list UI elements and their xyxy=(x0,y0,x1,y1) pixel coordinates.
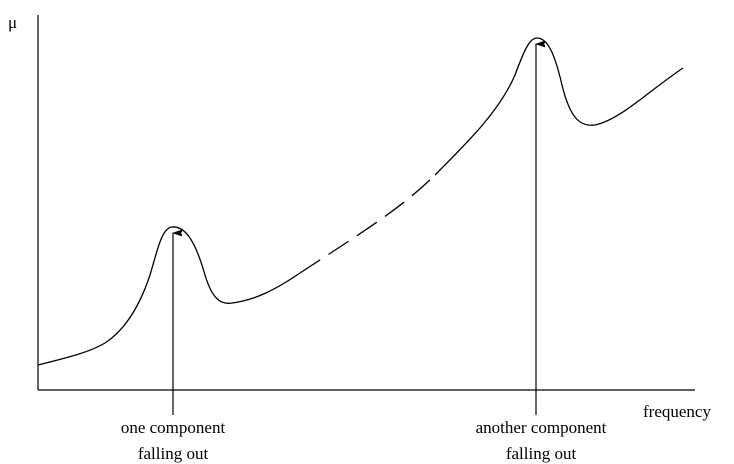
annotation-line: falling out xyxy=(138,444,209,463)
annotation-line: falling out xyxy=(506,444,577,463)
y-axis-label: μ xyxy=(8,13,17,32)
annotation-line: one component xyxy=(121,418,226,437)
curve-solid xyxy=(37,226,301,366)
x-axis-label: frequency xyxy=(643,402,711,421)
annotation-line: another component xyxy=(476,418,607,437)
curve-dashed xyxy=(299,174,436,274)
curve-solid xyxy=(434,37,684,176)
